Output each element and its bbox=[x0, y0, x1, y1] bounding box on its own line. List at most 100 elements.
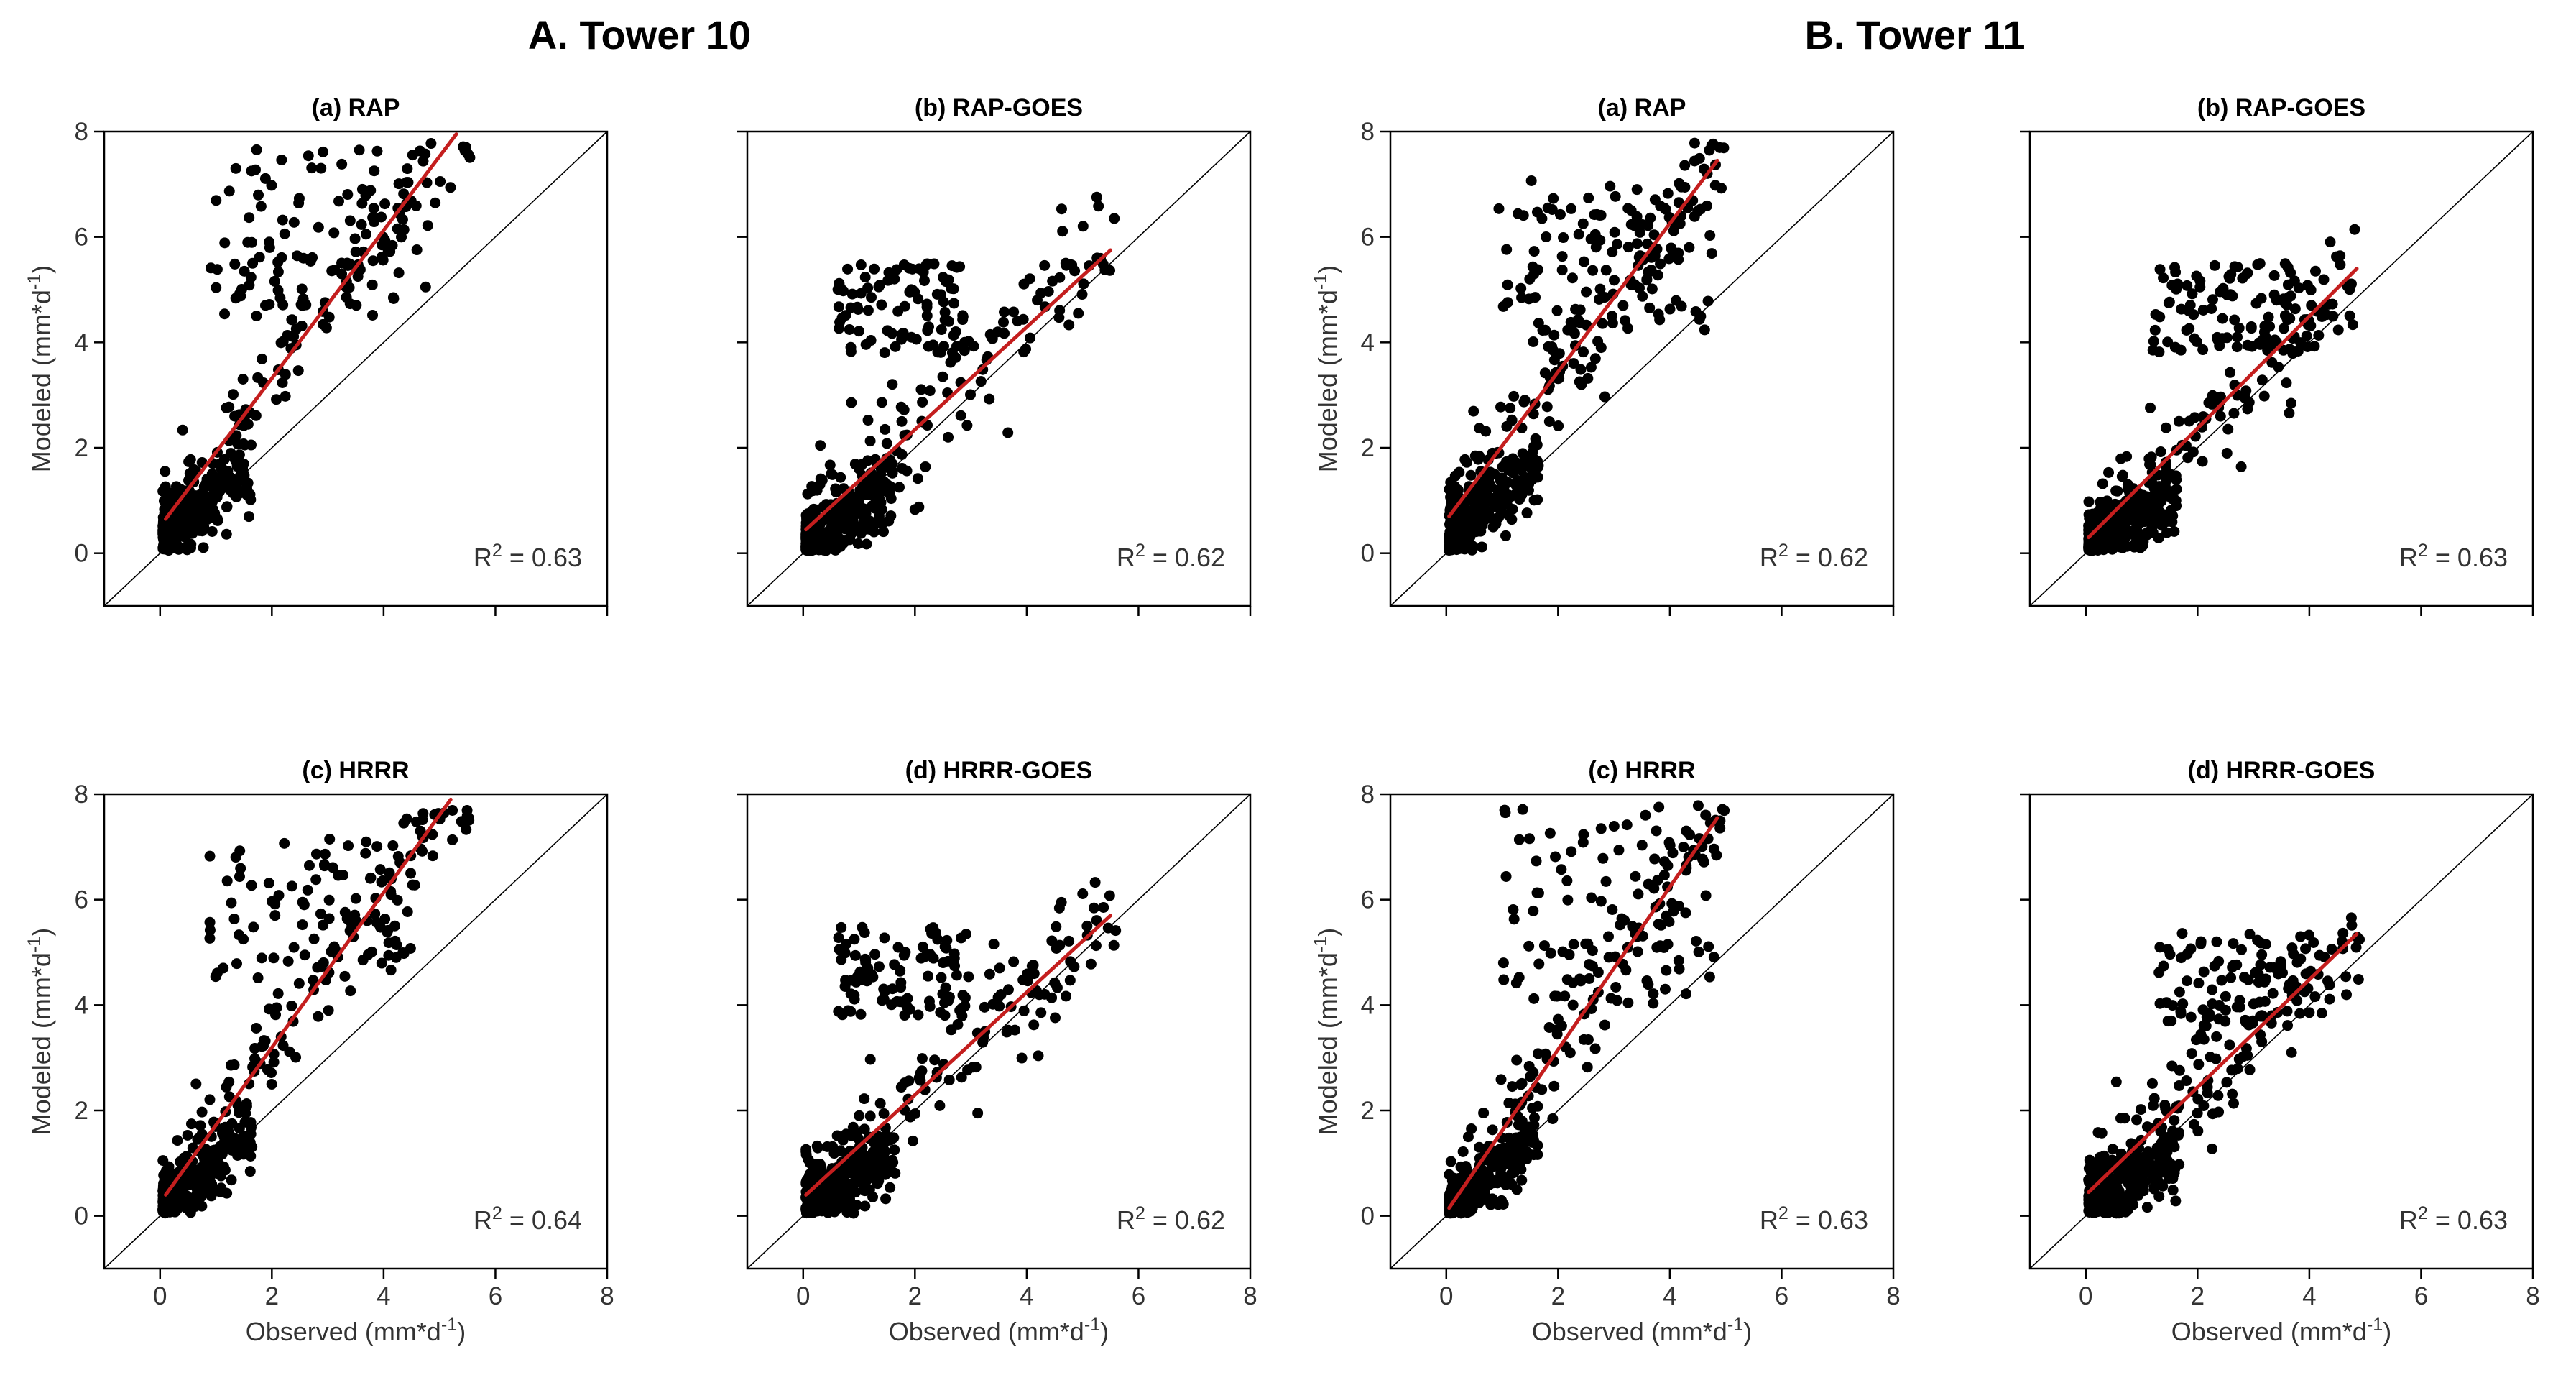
data-point bbox=[2166, 280, 2178, 291]
data-point bbox=[849, 990, 860, 1001]
data-point bbox=[280, 369, 291, 380]
data-point bbox=[939, 306, 951, 318]
data-point bbox=[913, 293, 924, 305]
data-point bbox=[2197, 456, 2208, 467]
x-tick-label: 4 bbox=[377, 1282, 390, 1310]
data-point bbox=[1089, 877, 1101, 888]
data-point bbox=[854, 1176, 865, 1187]
data-point bbox=[1689, 137, 1700, 149]
data-point bbox=[214, 1186, 226, 1197]
data-point bbox=[1110, 925, 1122, 937]
data-point bbox=[263, 878, 274, 889]
data-point bbox=[2137, 540, 2148, 551]
data-point bbox=[1567, 977, 1579, 988]
regression-line bbox=[1447, 816, 1719, 1210]
data-point bbox=[204, 850, 216, 862]
data-point bbox=[959, 336, 971, 348]
data-point bbox=[2285, 267, 2296, 278]
data-point bbox=[190, 506, 201, 518]
data-point bbox=[923, 321, 934, 333]
data-point bbox=[1673, 254, 1684, 265]
data-point bbox=[2148, 336, 2159, 347]
data-point bbox=[2205, 1052, 2216, 1063]
data-point bbox=[159, 486, 170, 497]
scatter-panel: (c) HRRR R2 = 0.64 0 2 4 6 8 Modeled (mm*d-1) 0 2… bbox=[24, 757, 614, 1346]
data-point bbox=[2174, 986, 2185, 998]
data-point bbox=[185, 497, 197, 509]
data-point bbox=[1098, 901, 1109, 913]
data-point bbox=[866, 969, 877, 980]
data-point bbox=[246, 236, 257, 248]
data-point bbox=[2173, 415, 2184, 427]
data-point bbox=[1495, 1074, 1507, 1085]
data-point bbox=[2260, 939, 2271, 950]
data-point bbox=[863, 489, 874, 500]
data-point bbox=[874, 280, 885, 291]
data-point bbox=[1704, 144, 1715, 156]
data-point bbox=[841, 1128, 852, 1140]
data-point bbox=[417, 845, 428, 857]
data-point bbox=[1607, 903, 1618, 915]
data-point bbox=[320, 322, 332, 334]
data-point bbox=[280, 390, 291, 402]
data-point bbox=[266, 1078, 277, 1090]
data-point bbox=[1690, 935, 1702, 947]
x-tick-label: 2 bbox=[2191, 1282, 2205, 1310]
data-point bbox=[939, 314, 951, 326]
data-point bbox=[999, 328, 1010, 339]
data-point bbox=[2277, 967, 2289, 978]
data-point bbox=[937, 371, 948, 382]
data-point bbox=[2353, 974, 2364, 985]
data-point bbox=[836, 507, 847, 519]
data-point bbox=[349, 233, 361, 244]
data-point bbox=[1528, 495, 1540, 506]
data-point bbox=[1634, 282, 1645, 294]
data-point bbox=[236, 459, 247, 470]
data-point bbox=[464, 152, 476, 163]
data-point bbox=[157, 1155, 169, 1167]
data-point bbox=[2209, 259, 2220, 271]
data-point bbox=[2160, 422, 2171, 433]
scatter-points bbox=[800, 877, 1122, 1219]
data-point bbox=[949, 960, 961, 972]
data-point bbox=[221, 402, 232, 413]
plot-frame bbox=[1389, 793, 1895, 1270]
data-point bbox=[297, 896, 308, 908]
data-point bbox=[1539, 367, 1551, 379]
data-point bbox=[1490, 518, 1502, 530]
data-point bbox=[1597, 852, 1609, 864]
data-point bbox=[244, 1137, 256, 1149]
data-point bbox=[2327, 311, 2339, 322]
data-point bbox=[2174, 1064, 2185, 1076]
data-point bbox=[257, 353, 268, 364]
data-point bbox=[2228, 938, 2239, 949]
data-point bbox=[2185, 1011, 2197, 1023]
data-point bbox=[892, 305, 904, 317]
data-point bbox=[2162, 336, 2174, 348]
data-point bbox=[235, 863, 246, 874]
data-point bbox=[2220, 1016, 2231, 1027]
data-point bbox=[2116, 471, 2128, 482]
data-point bbox=[1533, 887, 1544, 898]
data-point bbox=[1709, 180, 1721, 191]
data-point bbox=[318, 919, 329, 931]
data-point bbox=[855, 1008, 867, 1020]
data-point bbox=[1631, 238, 1643, 249]
data-point bbox=[887, 379, 898, 390]
data-point bbox=[200, 1168, 211, 1179]
data-point bbox=[216, 463, 227, 474]
data-point bbox=[2231, 1001, 2243, 1013]
data-point bbox=[191, 1188, 203, 1200]
data-point bbox=[2221, 1077, 2233, 1088]
data-point bbox=[850, 508, 862, 520]
data-point bbox=[1039, 259, 1051, 271]
data-point bbox=[377, 254, 389, 266]
data-point bbox=[2131, 1149, 2143, 1161]
data-point bbox=[895, 1082, 907, 1093]
data-point bbox=[1508, 903, 1519, 915]
data-point bbox=[807, 485, 818, 497]
data-point bbox=[302, 884, 313, 896]
data-point bbox=[800, 1146, 812, 1157]
data-point bbox=[216, 1170, 227, 1182]
data-point bbox=[1642, 238, 1653, 249]
